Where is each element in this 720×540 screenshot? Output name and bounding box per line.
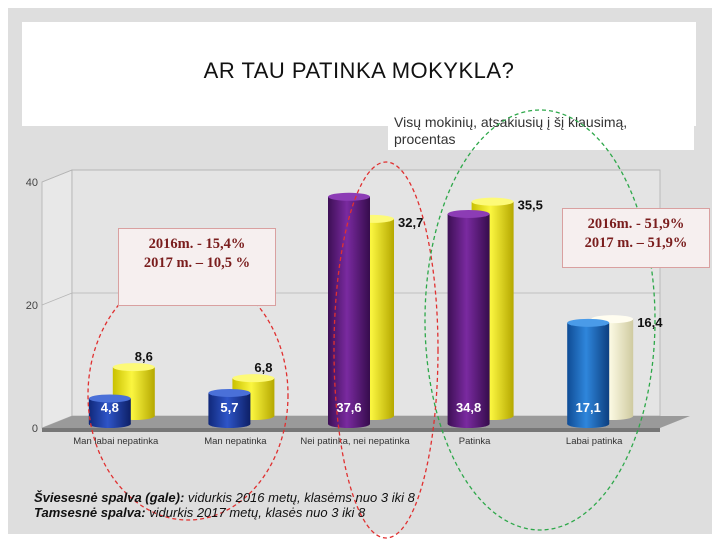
callout-right-line-2: 2017 m. – 51,9% [584, 235, 688, 251]
bar-value-label: 32,7 [398, 215, 423, 230]
callout-negative-summary: 2016m. - 15,4% 2017 m. – 10,5 % [118, 228, 276, 306]
bar-dark-3 [447, 209, 490, 428]
y-axis-ticks: 0 20 40 [26, 177, 38, 435]
note-2016-label: Šviesesnė spalva (gale): [34, 490, 185, 505]
x-category-label: Nei patinka, nei nepatinka [300, 436, 410, 447]
y-tick-label: 40 [26, 177, 38, 189]
bar-dark-1 [208, 388, 251, 428]
gridline [41, 169, 660, 183]
note-2017-label: Tamsesnė spalva: [34, 505, 146, 520]
bar-dark-2 [328, 192, 370, 428]
callout-right-line-1: 2016m. - 51,9% [587, 216, 685, 232]
note-2016-text: vidurkis 2016 metų, klasėms nuo 3 iki 8 [184, 490, 415, 505]
chart-subtitle: Visų mokinių, atsakiusių į šį klausimą, … [388, 112, 694, 150]
highlight-ellipse-left [87, 269, 289, 521]
bar-dark-0 [88, 394, 131, 428]
chart-bars: 8,6 4,8 6,8 5,7 32,7 37,6 35,5 34,8 16,4 17,1 [88, 192, 663, 428]
y-tick-label: 0 [32, 423, 38, 435]
bar-value-label: 6,8 [254, 360, 272, 375]
title-box [22, 22, 696, 126]
callout-positive-summary: 2016m. - 51,9% 2017 m. – 51,9% [562, 208, 710, 268]
x-category-label: Labai patinka [566, 436, 623, 447]
highlight-ellipse-center [333, 161, 439, 539]
x-category-label: Man labai nepatinka [73, 436, 159, 447]
bar-value-label: 17,1 [576, 400, 601, 415]
callout-left-line-1: 2016m. - 15,4% [148, 236, 246, 252]
bar-value-label: 34,8 [456, 400, 481, 415]
bar-dark-4 [567, 318, 610, 428]
bar-value-label: 5,7 [220, 400, 238, 415]
x-category-label: Man nepatinka [204, 436, 267, 447]
chart-floor-edge [42, 428, 660, 432]
y-tick-label: 20 [26, 300, 38, 312]
x-axis-categories: Man labai nepatinka Man nepatinka Nei pati… [73, 436, 623, 447]
note-2017-text: vidurkis 2017 metų, klasės nuo 3 iki 8 [145, 505, 366, 520]
highlight-ellipse-right [424, 109, 656, 531]
note-2016: Šviesesnė spalva (gale): vidurkis 2016 m… [34, 490, 415, 505]
bar-value-label: 16,4 [637, 315, 663, 330]
bar-value-label: 8,6 [135, 349, 153, 364]
bar-value-label: 37,6 [336, 400, 361, 415]
note-2017: Tamsesnė spalva: vidurkis 2017 metų, kla… [34, 505, 415, 520]
bar-value-label: 35,5 [518, 198, 543, 213]
legend-notes: Šviesesnė spalva (gale): vidurkis 2016 m… [34, 490, 415, 520]
bar-value-label: 4,8 [101, 400, 119, 415]
x-category-label: Patinka [459, 436, 491, 447]
callout-left-line-2: 2017 m. – 10,5 % [143, 255, 251, 271]
slide-title: AR TAU PATINKA MOKYKLA? [203, 58, 515, 83]
